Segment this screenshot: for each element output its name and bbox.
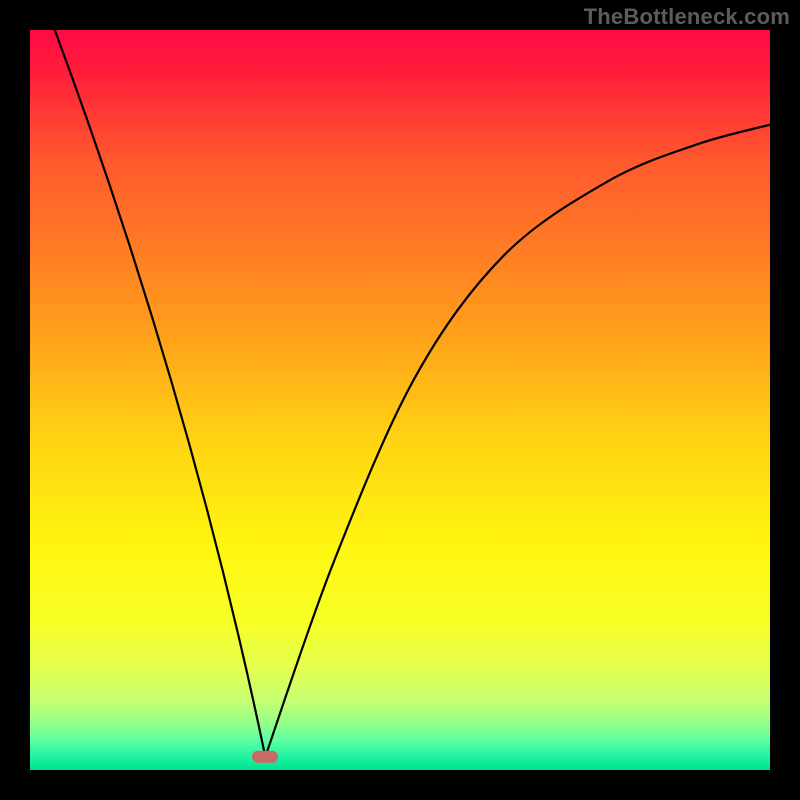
bottleneck-curve xyxy=(30,30,770,770)
plot-area xyxy=(30,30,770,770)
watermark-text: TheBottleneck.com xyxy=(584,4,790,30)
chart-frame: TheBottleneck.com xyxy=(0,0,800,800)
minimum-marker xyxy=(252,750,278,763)
